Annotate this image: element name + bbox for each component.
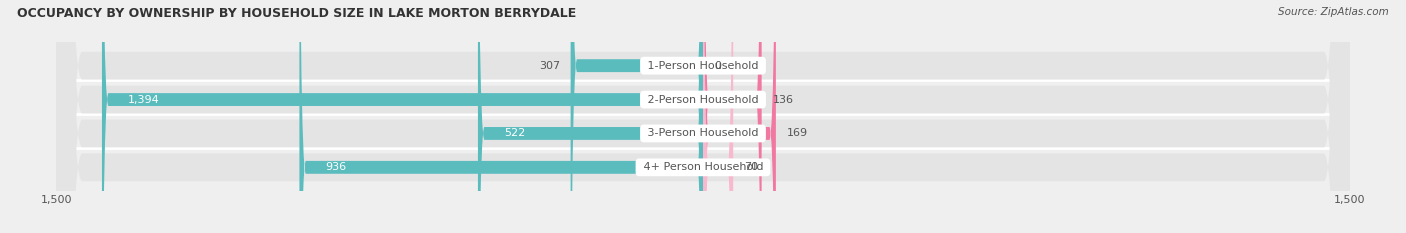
Text: 169: 169 [786,128,808,138]
FancyBboxPatch shape [478,0,703,233]
FancyBboxPatch shape [299,0,703,233]
FancyBboxPatch shape [103,0,703,233]
Text: 136: 136 [772,95,793,105]
Text: OCCUPANCY BY OWNERSHIP BY HOUSEHOLD SIZE IN LAKE MORTON BERRYDALE: OCCUPANCY BY OWNERSHIP BY HOUSEHOLD SIZE… [17,7,576,20]
FancyBboxPatch shape [703,0,762,233]
Text: 0: 0 [714,61,721,71]
Text: Source: ZipAtlas.com: Source: ZipAtlas.com [1278,7,1389,17]
FancyBboxPatch shape [56,0,1350,233]
FancyBboxPatch shape [703,0,776,233]
Text: 307: 307 [538,61,560,71]
Text: 1,394: 1,394 [128,95,159,105]
Text: 936: 936 [325,162,346,172]
Text: 3-Person Household: 3-Person Household [644,128,762,138]
Text: 522: 522 [503,128,524,138]
Text: 70: 70 [744,162,758,172]
Text: 4+ Person Household: 4+ Person Household [640,162,766,172]
FancyBboxPatch shape [56,0,1350,233]
Text: 1-Person Household: 1-Person Household [644,61,762,71]
FancyBboxPatch shape [56,0,1350,233]
Text: 2-Person Household: 2-Person Household [644,95,762,105]
FancyBboxPatch shape [571,0,703,233]
FancyBboxPatch shape [56,0,1350,233]
FancyBboxPatch shape [703,0,733,233]
